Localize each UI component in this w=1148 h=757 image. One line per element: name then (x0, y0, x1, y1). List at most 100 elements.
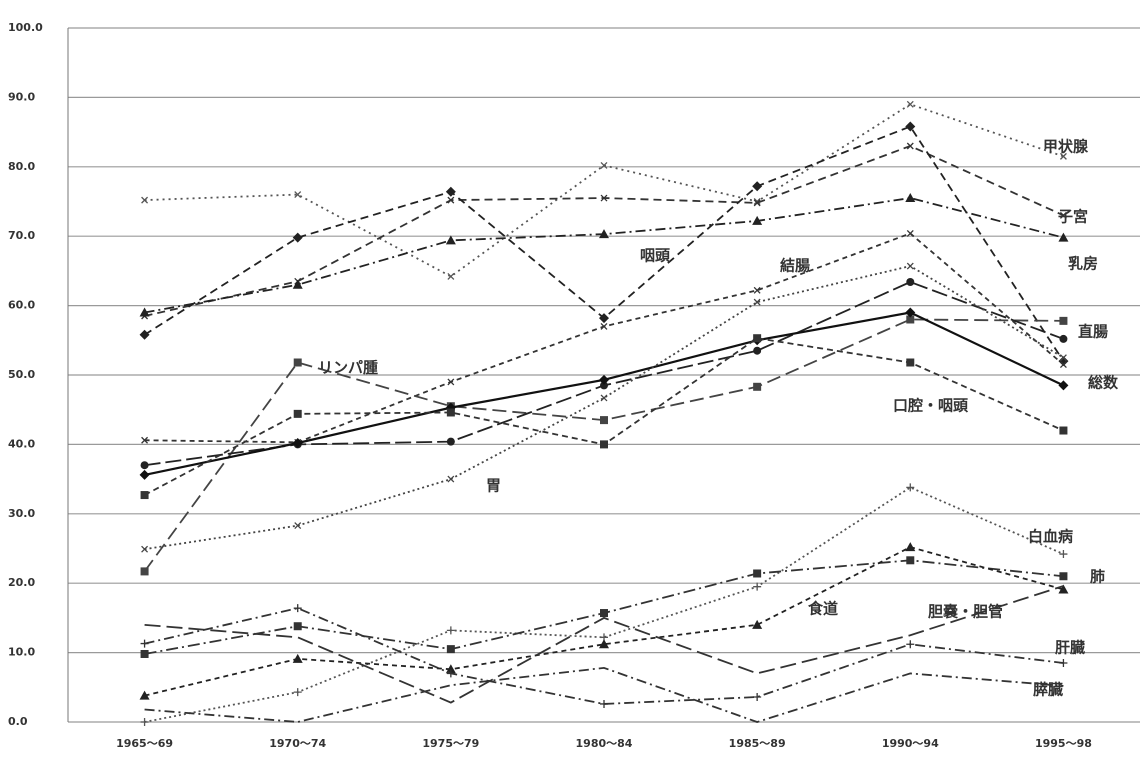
series-label: 胃 (486, 477, 501, 495)
marker (445, 235, 456, 245)
x-tick-label: 1980～84 (576, 737, 633, 750)
x-tick-label: 1975～79 (422, 737, 479, 750)
marker (906, 278, 915, 287)
marker (600, 194, 608, 202)
marker (292, 279, 303, 289)
marker (753, 298, 761, 306)
series-label: 白血病 (1028, 528, 1073, 546)
series-line (144, 607, 1064, 705)
marker (1059, 550, 1068, 559)
marker (753, 693, 762, 702)
marker (1058, 232, 1069, 242)
series-label: 直腸 (1078, 323, 1108, 341)
marker (906, 556, 915, 565)
marker (1059, 316, 1068, 325)
marker (141, 545, 149, 553)
series-line (144, 585, 1064, 704)
marker (906, 142, 914, 150)
marker (141, 436, 149, 444)
marker (1058, 584, 1069, 594)
y-tick-label: 50.0 (8, 368, 35, 381)
marker (139, 307, 150, 317)
marker (292, 653, 303, 663)
marker (752, 619, 763, 629)
marker (600, 440, 608, 449)
series-label: 膵臓 (1033, 681, 1063, 699)
marker (906, 315, 915, 324)
marker (1058, 380, 1069, 391)
x-tick-label: 1985～89 (729, 737, 786, 750)
marker (293, 688, 302, 697)
y-tick-label: 100.0 (8, 21, 43, 34)
marker (753, 582, 762, 591)
series-label: 甲状腺 (1043, 138, 1089, 156)
marker (600, 609, 608, 618)
marker (1059, 659, 1068, 668)
series-label: 結腸 (780, 257, 810, 275)
marker (600, 381, 608, 390)
series-label: 総数 (1088, 374, 1119, 392)
y-tick-label: 70.0 (8, 229, 35, 242)
marker (140, 718, 149, 726)
marker (599, 229, 609, 239)
marker (447, 196, 455, 204)
marker (905, 307, 916, 318)
series-label: 肺 (1090, 568, 1105, 586)
marker (447, 378, 455, 386)
marker (906, 229, 914, 237)
marker (753, 334, 762, 343)
series-label: リンパ腫 (318, 359, 378, 377)
marker (294, 191, 302, 199)
marker (293, 409, 302, 418)
marker (753, 346, 762, 355)
marker (293, 358, 302, 367)
series-label: 口腔・咽頭 (893, 397, 969, 415)
marker (447, 475, 455, 483)
y-tick-label: 60.0 (8, 299, 35, 312)
marker (600, 161, 608, 169)
marker (139, 329, 150, 340)
marker (139, 469, 150, 480)
series-label: 食道 (808, 600, 838, 618)
marker (446, 645, 455, 654)
series-line (144, 197, 1064, 314)
marker (600, 699, 608, 708)
series-label: 乳房 (1068, 255, 1098, 273)
series-line (144, 666, 1064, 723)
marker (1059, 334, 1068, 343)
marker (905, 193, 916, 203)
marker (599, 374, 609, 385)
marker (141, 196, 149, 204)
marker (447, 272, 455, 280)
marker (140, 461, 149, 470)
marker (1059, 354, 1067, 362)
marker (753, 569, 762, 578)
marker (446, 669, 455, 678)
marker (906, 640, 915, 649)
marker (140, 639, 149, 648)
series-label: 咽頭 (640, 247, 671, 265)
marker (905, 121, 916, 132)
y-tick-label: 0.0 (8, 715, 28, 728)
marker (446, 437, 455, 446)
series-line (144, 311, 1064, 477)
y-tick-label: 40.0 (8, 437, 35, 450)
marker (293, 622, 302, 631)
marker (1059, 361, 1067, 369)
marker (446, 626, 455, 635)
series-line (144, 103, 1064, 278)
series-line (144, 546, 1064, 697)
marker (140, 491, 149, 500)
marker (906, 100, 914, 108)
series-line (144, 486, 1064, 723)
series-label: 子宮 (1058, 208, 1088, 226)
y-tick-label: 90.0 (8, 90, 35, 103)
marker (906, 262, 914, 270)
marker (1059, 426, 1068, 435)
y-tick-label: 10.0 (8, 646, 35, 659)
x-tick-label: 1990～94 (882, 737, 939, 750)
marker (140, 649, 149, 658)
marker (753, 382, 762, 391)
marker (140, 567, 149, 576)
